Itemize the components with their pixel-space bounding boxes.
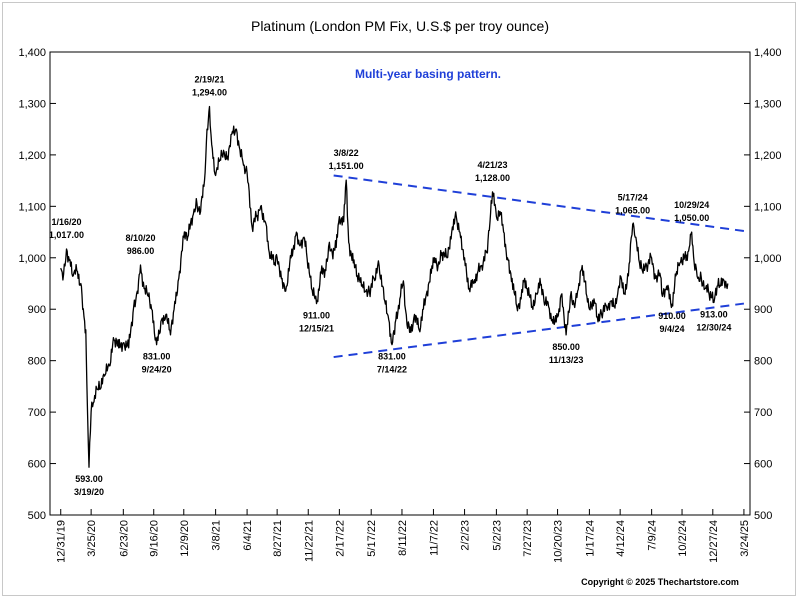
annotation-label: 10/29/24 [674,200,709,210]
trendline [333,302,745,359]
annotation-label: 12/30/24 [696,323,731,333]
annotation-label: 1,128.00 [475,173,510,183]
annotation-label: 12/15/21 [299,324,334,334]
copyright-text: Copyright © 2025 Thechartstore.com [581,577,739,587]
annotation-label: 11/13/23 [549,355,584,365]
y-tick-label-left: 700 [28,407,46,419]
x-tick-label: 10/20/23 [553,520,565,563]
trendline [333,174,745,233]
x-tick-label: 5/17/22 [366,520,378,557]
annotation-label: 9/24/20 [142,365,172,375]
y-tick-label-right: 1,300 [754,98,782,110]
annotation-label: 910.00 [658,311,686,321]
y-tick-label-right: 1,400 [754,47,782,59]
annotation-label: 3/19/20 [74,487,104,497]
plot-area [49,51,751,516]
x-tick-label: 3/24/25 [739,520,751,557]
x-tick-label: 7/9/24 [647,520,659,551]
annotation-label: 593.00 [75,474,103,484]
x-tick-label: 9/16/20 [149,520,161,557]
x-tick-label: 6/23/20 [118,520,130,557]
annotation-label: 2/19/21 [195,75,225,85]
y-tick-label-left: 1,200 [18,150,46,162]
price-series [60,105,729,468]
price-annotation: 8/10/20 986.00 [125,233,155,256]
price-annotation: 831.00 9/24/20 [142,352,172,375]
y-tick-label-right: 500 [754,510,772,522]
annotation-label: 831.00 [378,352,406,362]
y-tick-label-right: 1,000 [754,253,782,265]
y-tick-label-right: 700 [754,407,772,419]
x-tick-label: 3/8/21 [211,520,223,551]
y-tick-label-left: 1,300 [18,98,46,110]
annotation-label: 831.00 [143,352,171,362]
x-tick-label: 12/9/20 [179,520,191,557]
x-tick-label: 10/2/24 [677,520,689,557]
y-tick-label-left: 1,400 [18,47,46,59]
x-tick-label: 3/25/20 [86,520,98,557]
y-tick-label-left: 900 [28,304,46,316]
annotation-label: 986.00 [127,246,155,256]
price-annotation: 910.00 9/4/24 [658,311,686,334]
annotation-label: 7/14/22 [377,365,407,375]
price-annotation: 831.00 7/14/22 [377,352,407,375]
x-tick-label: 2/2/23 [460,520,472,551]
y-tick-label-right: 900 [754,304,772,316]
x-tick-label: 7/27/23 [522,520,534,557]
y-tick-label-left: 1,000 [18,253,46,265]
y-tick-label-right: 800 [754,356,772,368]
annotation-label: 5/17/24 [618,192,648,202]
x-tick-label: 8/27/21 [272,520,284,557]
y-tick-label-left: 800 [28,356,46,368]
price-annotation: 850.00 11/13/23 [549,342,584,365]
x-tick-label: 11/7/22 [428,520,440,556]
x-tick-label: 11/22/21 [303,520,315,562]
annotation-label: 1,050.00 [674,213,709,223]
price-annotation: 1/16/20 1,017.00 [49,217,84,240]
y-tick-label-left: 1,100 [18,201,46,213]
chart-subtitle: Multi-year basing pattern. [355,67,501,81]
annotation-label: 8/10/20 [125,233,155,243]
price-annotation: 913.00 12/30/24 [696,310,731,333]
price-annotation: 911.00 12/15/21 [299,311,334,334]
price-annotation: 593.00 3/19/20 [74,474,104,497]
x-tick-label: 12/31/19 [56,520,68,563]
annotation-label: 1,294.00 [192,88,227,98]
y-tick-label-right: 1,200 [754,150,782,162]
y-tick-label-left: 500 [28,510,46,522]
x-tick-label: 2/17/22 [334,520,346,557]
annotation-label: 4/21/23 [477,160,507,170]
x-tick-label: 5/2/23 [491,520,503,551]
annotation-label: 911.00 [303,311,330,321]
y-tick-label-left: 600 [28,459,46,471]
price-annotation: 4/21/23 1,128.00 [475,160,510,183]
annotation-label: 1,065.00 [615,205,650,215]
annotation-label: 913.00 [700,310,728,320]
x-tick-label: 6/4/21 [242,520,254,551]
axes: 500 500 600 600 700 700 800 800 900 900 1,000 1,000… [18,47,781,563]
price-annotation: 10/29/24 1,050.00 [674,200,709,223]
annotation-label: 1,017.00 [49,230,84,240]
trendlines [333,174,745,359]
annotation-label: 1,151.00 [329,161,364,171]
annotation-label: 9/4/24 [660,324,685,334]
annotations: 1/16/20 1,017.00 593.00 3/19/20 8/10/20 986.0… [49,75,731,498]
x-tick-label: 8/11/22 [397,520,409,556]
annotation-label: 3/8/22 [334,148,359,158]
chart-title: Platinum (London PM Fix, U.S.$ per troy … [251,18,549,34]
platinum-price-line [60,105,729,468]
x-tick-label: 1/17/24 [584,520,596,557]
y-tick-label-right: 1,100 [754,201,782,213]
price-annotation: 2/19/21 1,294.00 [192,75,227,98]
price-annotation: 3/8/22 1,151.00 [329,148,364,171]
x-tick-label: 12/27/24 [708,520,720,563]
annotation-label: 850.00 [552,342,580,352]
price-annotation: 5/17/24 1,065.00 [615,192,650,215]
y-tick-label-right: 600 [754,459,772,471]
x-tick-label: 4/12/24 [615,520,627,557]
annotation-label: 1/16/20 [51,217,81,227]
